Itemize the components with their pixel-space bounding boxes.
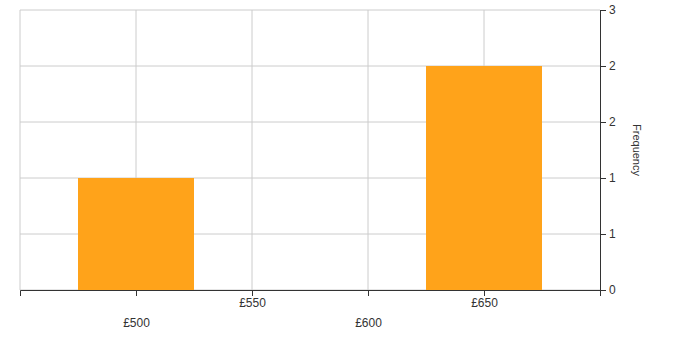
- y-tick-label: 2: [609, 115, 616, 129]
- x-tick: £500: [123, 290, 150, 330]
- y-tick-label: 1: [609, 171, 616, 185]
- y-axis: 0 1 1 2 2 3: [600, 3, 616, 297]
- bar: [310, 290, 426, 291]
- y-tick-label: 1: [609, 227, 616, 241]
- bars: [78, 66, 542, 290]
- grid: [20, 10, 600, 290]
- bar: [194, 290, 310, 291]
- x-tick-mark: [368, 290, 369, 296]
- y-tick-mark: [600, 290, 606, 291]
- x-grid-line: [252, 10, 253, 290]
- y-tick-mark: [600, 10, 606, 11]
- y-tick-mark: [600, 178, 606, 179]
- y-tick-mark: [600, 66, 606, 67]
- x-grid-line: [368, 10, 369, 290]
- x-tick: £600: [355, 290, 382, 330]
- y-axis-line: [601, 11, 607, 291]
- plot: £500 £550 £600 £650 0 1 1 2 2 3: [20, 3, 616, 329]
- y-tick: 0: [600, 283, 616, 297]
- x-tick: £650: [471, 290, 498, 310]
- x-tick-label: £550: [239, 296, 266, 310]
- plot-frame: [20, 10, 21, 290]
- y-tick-label: 0: [609, 283, 616, 297]
- y-tick-label: 3: [609, 3, 616, 17]
- y-tick: 1: [600, 171, 616, 185]
- x-axis: £500 £550 £600 £650: [21, 290, 601, 330]
- chart: £500 £550 £600 £650 0 1 1 2 2 3 Frequency: [0, 0, 700, 350]
- y-tick-mark: [600, 234, 606, 235]
- x-axis-line: [21, 291, 601, 297]
- y-tick: 3: [600, 3, 616, 17]
- x-tick-mark: [136, 290, 137, 296]
- y-tick-label: 2: [609, 59, 616, 73]
- bar: [426, 66, 542, 290]
- y-tick: 1: [600, 227, 616, 241]
- y-tick: 2: [600, 59, 616, 73]
- y-axis-title: Frequency: [631, 124, 643, 176]
- x-tick-label: £650: [471, 296, 498, 310]
- x-tick-label: £600: [355, 316, 382, 330]
- x-tick-label: £500: [123, 316, 150, 330]
- x-tick: £550: [239, 290, 266, 310]
- y-tick-mark: [600, 122, 606, 123]
- bar: [78, 178, 194, 290]
- y-tick: 2: [600, 115, 616, 129]
- y-grid-line: [20, 10, 600, 11]
